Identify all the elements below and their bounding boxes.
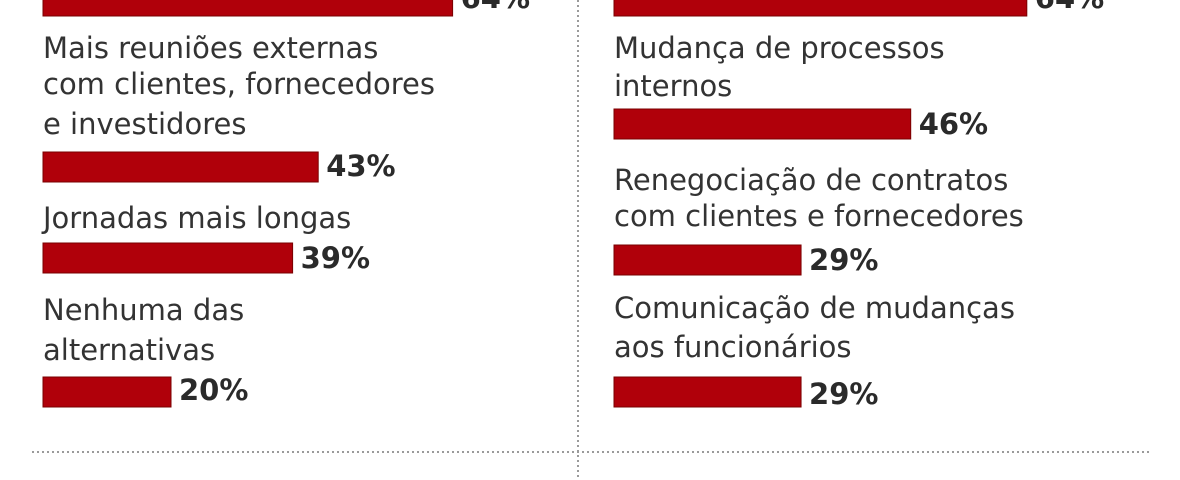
right-category-label: internos bbox=[614, 69, 732, 103]
left-category-label: com clientes, fornecedores bbox=[43, 67, 435, 101]
left-value-label: 39% bbox=[301, 241, 370, 275]
left-category-label: Nenhuma das bbox=[43, 293, 244, 327]
right-value-label: 46% bbox=[919, 107, 988, 141]
left-bar bbox=[42, 0, 454, 17]
left-category-label: Mais reuniões externas bbox=[43, 31, 378, 65]
right-value-label: 29% bbox=[809, 243, 878, 277]
right-bar bbox=[613, 376, 802, 408]
right-value-label: 64% bbox=[1035, 0, 1104, 15]
left-bar bbox=[42, 376, 172, 408]
right-chart-panel: 64% Mudança de processos internos 46% Renego… bbox=[613, 0, 1104, 411]
right-bar bbox=[613, 108, 912, 140]
left-value-label: 43% bbox=[326, 149, 395, 183]
left-bar bbox=[42, 242, 294, 274]
left-category-label: Jornadas mais longas bbox=[41, 201, 351, 235]
right-bar bbox=[613, 244, 802, 276]
right-value-label: 29% bbox=[809, 377, 878, 411]
right-category-label: com clientes e fornecedores bbox=[614, 199, 1024, 233]
left-category-label: alternativas bbox=[43, 333, 215, 367]
right-category-label: Renegociação de contratos bbox=[614, 163, 1008, 197]
right-category-label: aos funcionários bbox=[614, 330, 852, 364]
left-bar bbox=[42, 151, 319, 183]
left-category-label: e investidores bbox=[43, 107, 246, 141]
right-bar bbox=[613, 0, 1028, 17]
left-value-label: 20% bbox=[179, 373, 248, 407]
left-value-label: 64% bbox=[461, 0, 530, 15]
right-category-label: Mudança de processos bbox=[614, 31, 945, 65]
right-category-label: Comunicação de mudanças bbox=[614, 291, 1015, 325]
